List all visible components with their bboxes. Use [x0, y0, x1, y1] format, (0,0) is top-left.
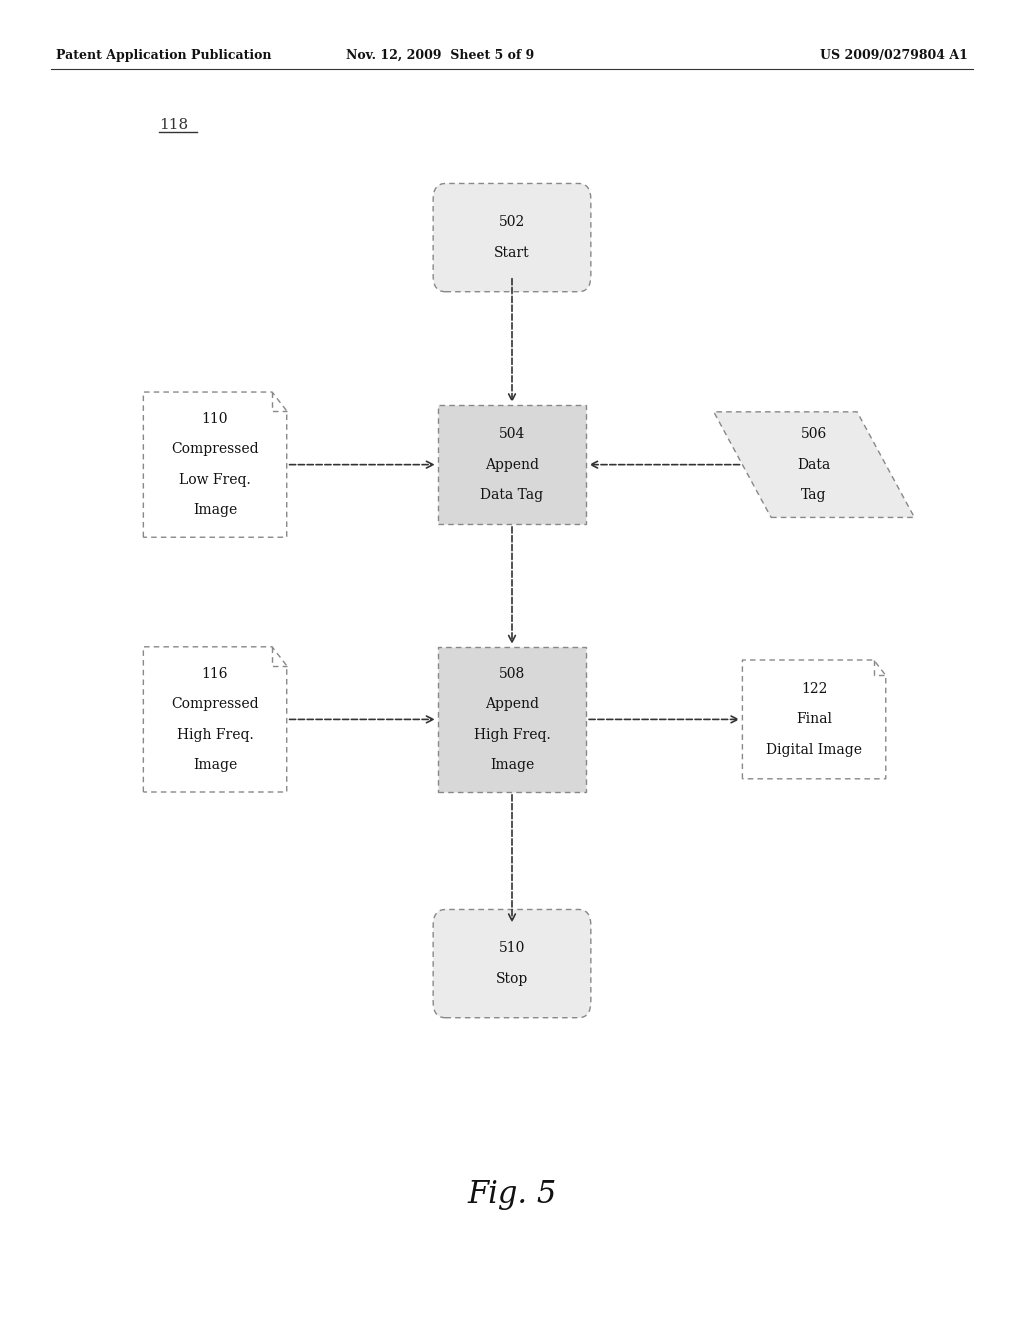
- Text: High Freq.: High Freq.: [474, 727, 550, 742]
- Text: Compressed: Compressed: [171, 442, 259, 457]
- Text: 506: 506: [801, 428, 827, 441]
- Text: High Freq.: High Freq.: [177, 727, 253, 742]
- Text: Image: Image: [193, 503, 238, 517]
- Polygon shape: [143, 392, 287, 537]
- Text: 504: 504: [499, 428, 525, 441]
- Text: 502: 502: [499, 215, 525, 230]
- Text: 118: 118: [159, 117, 187, 132]
- Text: US 2009/0279804 A1: US 2009/0279804 A1: [820, 49, 968, 62]
- Text: Nov. 12, 2009  Sheet 5 of 9: Nov. 12, 2009 Sheet 5 of 9: [346, 49, 535, 62]
- Bar: [438, 647, 586, 792]
- FancyBboxPatch shape: [433, 183, 591, 292]
- Text: Image: Image: [193, 758, 238, 772]
- Text: Tag: Tag: [802, 488, 826, 502]
- Text: Data: Data: [798, 458, 830, 471]
- Text: Final: Final: [796, 713, 833, 726]
- Text: 510: 510: [499, 941, 525, 956]
- Text: Append: Append: [485, 458, 539, 471]
- Text: Digital Image: Digital Image: [766, 743, 862, 756]
- Text: Low Freq.: Low Freq.: [179, 473, 251, 487]
- Text: Start: Start: [495, 246, 529, 260]
- Polygon shape: [742, 660, 886, 779]
- Text: Image: Image: [489, 758, 535, 772]
- FancyBboxPatch shape: [433, 909, 591, 1018]
- Text: Stop: Stop: [496, 972, 528, 986]
- Text: 508: 508: [499, 667, 525, 681]
- Text: Patent Application Publication: Patent Application Publication: [56, 49, 271, 62]
- Text: Append: Append: [485, 697, 539, 711]
- Text: 122: 122: [801, 682, 827, 696]
- Polygon shape: [143, 647, 287, 792]
- Text: Data Tag: Data Tag: [480, 488, 544, 502]
- Polygon shape: [714, 412, 914, 517]
- Text: 110: 110: [202, 412, 228, 426]
- Text: Compressed: Compressed: [171, 697, 259, 711]
- Text: 116: 116: [202, 667, 228, 681]
- Text: Fig. 5: Fig. 5: [467, 1179, 557, 1210]
- Bar: [438, 405, 586, 524]
